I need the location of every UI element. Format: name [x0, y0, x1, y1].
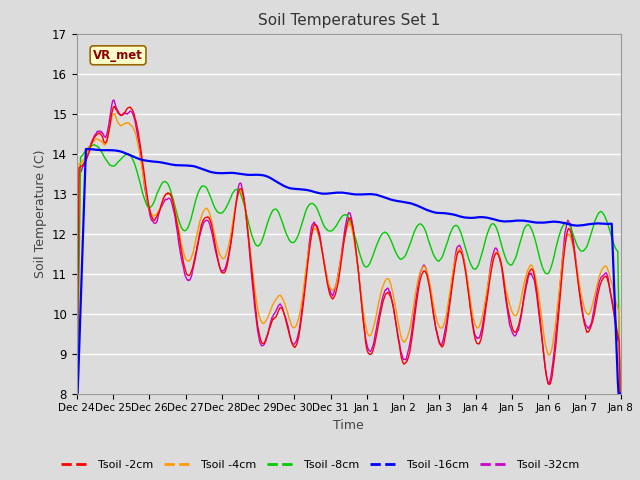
- Tsoil -8cm: [617, 391, 625, 396]
- Tsoil -16cm: [223, 170, 231, 176]
- Tsoil -4cm: [195, 224, 202, 229]
- Tsoil -32cm: [140, 174, 147, 180]
- Tsoil -4cm: [83, 151, 90, 157]
- Tsoil -2cm: [617, 391, 625, 396]
- Title: Soil Temperatures Set 1: Soil Temperatures Set 1: [258, 13, 440, 28]
- Tsoil -4cm: [431, 312, 439, 318]
- Tsoil -8cm: [140, 193, 147, 199]
- Tsoil -2cm: [140, 165, 147, 171]
- Tsoil -2cm: [195, 236, 202, 242]
- Line: Tsoil -16cm: Tsoil -16cm: [77, 149, 621, 394]
- Line: Tsoil -4cm: Tsoil -4cm: [77, 114, 621, 394]
- Tsoil -8cm: [195, 189, 202, 194]
- Tsoil -16cm: [83, 146, 90, 152]
- Tsoil -8cm: [83, 147, 90, 153]
- Tsoil -2cm: [416, 280, 424, 286]
- Tsoil -32cm: [223, 258, 231, 264]
- Tsoil -8cm: [73, 391, 81, 396]
- Tsoil -2cm: [431, 324, 439, 329]
- Tsoil -8cm: [416, 221, 424, 227]
- Tsoil -4cm: [223, 248, 231, 254]
- Text: VR_met: VR_met: [93, 49, 143, 62]
- Tsoil -8cm: [90, 142, 98, 148]
- Tsoil -16cm: [73, 391, 81, 396]
- Tsoil -2cm: [110, 104, 118, 109]
- Tsoil -16cm: [617, 391, 625, 396]
- Tsoil -8cm: [223, 202, 231, 208]
- Tsoil -4cm: [416, 271, 424, 277]
- Line: Tsoil -32cm: Tsoil -32cm: [77, 100, 621, 394]
- Tsoil -16cm: [431, 210, 439, 216]
- Tsoil -16cm: [84, 146, 92, 152]
- Tsoil -8cm: [431, 255, 439, 261]
- Tsoil -2cm: [73, 391, 81, 396]
- Tsoil -16cm: [195, 165, 202, 170]
- Tsoil -32cm: [83, 153, 90, 158]
- Tsoil -4cm: [140, 174, 147, 180]
- Line: Tsoil -2cm: Tsoil -2cm: [77, 107, 621, 394]
- Tsoil -32cm: [195, 238, 202, 244]
- Tsoil -32cm: [110, 97, 118, 103]
- Tsoil -4cm: [617, 391, 625, 396]
- Tsoil -32cm: [431, 322, 439, 327]
- Tsoil -2cm: [223, 262, 231, 267]
- Tsoil -4cm: [73, 391, 81, 396]
- Tsoil -16cm: [416, 204, 424, 210]
- Tsoil -32cm: [73, 389, 81, 395]
- Y-axis label: Soil Temperature (C): Soil Temperature (C): [33, 149, 47, 278]
- Tsoil -32cm: [617, 391, 625, 396]
- Line: Tsoil -8cm: Tsoil -8cm: [77, 145, 621, 394]
- Tsoil -16cm: [140, 157, 147, 163]
- Tsoil -2cm: [83, 156, 90, 162]
- X-axis label: Time: Time: [333, 419, 364, 432]
- Legend: Tsoil -2cm, Tsoil -4cm, Tsoil -8cm, Tsoil -16cm, Tsoil -32cm: Tsoil -2cm, Tsoil -4cm, Tsoil -8cm, Tsoi…: [56, 456, 584, 474]
- Tsoil -32cm: [616, 391, 624, 396]
- Tsoil -4cm: [110, 111, 118, 117]
- Tsoil -32cm: [416, 273, 424, 279]
